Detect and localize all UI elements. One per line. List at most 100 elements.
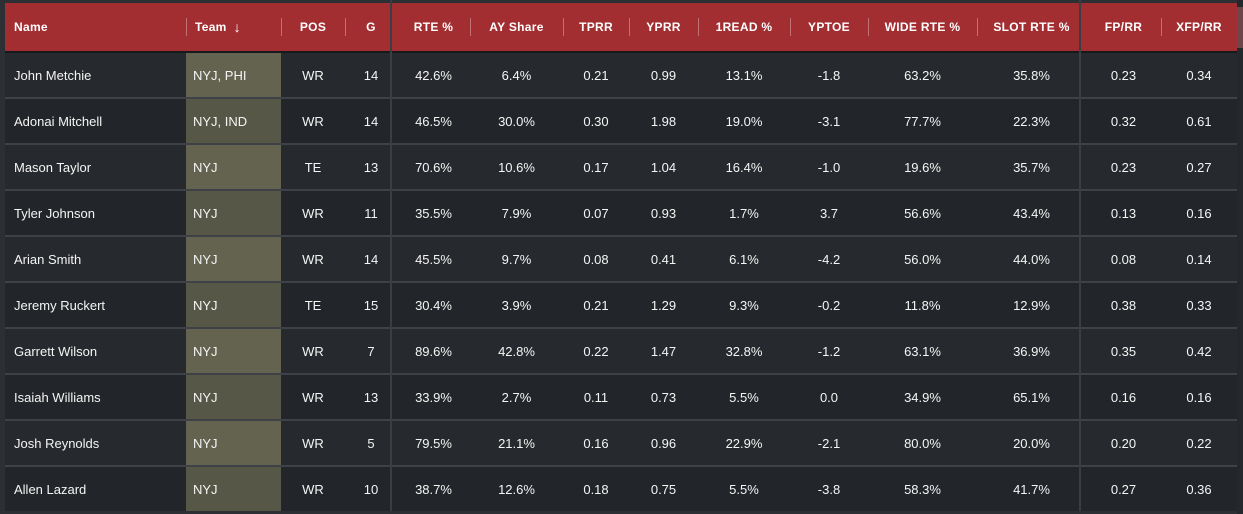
column-header-yprr[interactable]: YPRR (629, 3, 698, 51)
stat-cell-yprr: 0.41 (650, 251, 677, 267)
vertical-scrollbar-track[interactable] (1237, 0, 1243, 514)
player-name-cell: Allen Lazard (14, 481, 87, 497)
table-row[interactable]: Garrett Wilson NYJ WR 7 89.6% 42.8% 0.22 1.47 32… (5, 327, 1237, 373)
vertical-scrollbar-thumb[interactable] (1237, 7, 1243, 48)
stat-cell-slot_rte: 41.7% (1013, 481, 1050, 497)
sort-descending-icon: ↓ (233, 19, 241, 35)
stat-cell-slot_rte: 44.0% (1013, 251, 1050, 267)
stat-cell-rte_pct: 35.5% (415, 205, 452, 221)
table-row[interactable]: Mason Taylor NYJ TE 13 70.6% 10.6% 0.17 1.04 16.… (5, 143, 1237, 189)
stat-cell-read1_pct: 9.3% (729, 297, 759, 313)
stat-cell-team: NYJ (186, 283, 281, 327)
stat-cell-rte_pct: 30.4% (415, 297, 452, 313)
stat-cell-slot_rte: 65.1% (1013, 389, 1050, 405)
stat-cell-wide_rte: 56.0% (904, 251, 941, 267)
column-header-label: WIDE RTE % (884, 20, 961, 34)
player-name-cell: Garrett Wilson (14, 343, 98, 359)
stat-cell-g: 14 (363, 67, 379, 83)
column-header-slot_rte[interactable]: SLOT RTE % (977, 3, 1086, 51)
stat-cell-read1_pct: 6.1% (729, 251, 759, 267)
stat-cell-tprr: 0.16 (583, 435, 609, 451)
column-header-fp_rr[interactable]: FP/RR (1086, 3, 1161, 51)
stat-cell-xfp_rr: 0.22 (1186, 435, 1212, 451)
stat-cell-pos: WR (302, 67, 324, 83)
column-header-name[interactable]: Name (5, 3, 186, 51)
stat-cell-pos: WR (302, 481, 324, 497)
stat-cell-team: NYJ, PHI (186, 53, 281, 97)
column-header-xfp_rr[interactable]: XFP/RR (1161, 3, 1237, 51)
column-header-label: Name (14, 20, 48, 34)
table-row[interactable]: Jeremy Ruckert NYJ TE 15 30.4% 3.9% 0.21 1.29 9.… (5, 281, 1237, 327)
stat-cell-yprr: 1.47 (650, 343, 677, 359)
column-header-label: TPRR (579, 20, 613, 34)
stat-cell-team: NYJ (186, 375, 281, 419)
stat-cell-tprr: 0.11 (583, 389, 609, 405)
stat-cell-fp_rr: 0.20 (1110, 435, 1137, 451)
stat-cell-ay_share: 3.9% (501, 297, 532, 313)
column-header-label: YPTOE (808, 20, 850, 34)
stat-cell-yptoe: -1.2 (817, 343, 841, 359)
stat-cell-xfp_rr: 0.16 (1186, 389, 1212, 405)
table-row[interactable]: Josh Reynolds NYJ WR 5 79.5% 21.1% 0.16 0.96 22.… (5, 419, 1237, 465)
stat-cell-pos: WR (302, 251, 324, 267)
stat-cell-rte_pct: 79.5% (415, 435, 452, 451)
stat-cell-wide_rte: 11.8% (904, 297, 941, 313)
stat-cell-yptoe: -3.1 (817, 113, 841, 129)
table-row[interactable]: Isaiah Williams NYJ WR 13 33.9% 2.7% 0.11 0.73 5… (5, 373, 1237, 419)
column-header-label: 1READ % (715, 20, 773, 34)
table-row[interactable]: Allen Lazard NYJ WR 10 38.7% 12.6% 0.18 0.75 5.5… (5, 465, 1237, 511)
column-header-rte_pct[interactable]: RTE % (397, 3, 470, 51)
column-header-label: SLOT RTE % (993, 20, 1070, 34)
column-header-g[interactable]: G (345, 3, 397, 51)
stat-cell-yptoe: -2.1 (817, 435, 841, 451)
column-header-ay_share[interactable]: AY Share (470, 3, 563, 51)
stat-cell-ay_share: 9.7% (501, 251, 532, 267)
stat-cell-g: 15 (363, 297, 379, 313)
stat-cell-fp_rr: 0.27 (1110, 481, 1137, 497)
table-row[interactable]: Tyler Johnson NYJ WR 11 35.5% 7.9% 0.07 0.93 1.7… (5, 189, 1237, 235)
stat-cell-yprr: 1.29 (650, 297, 677, 313)
column-header-team[interactable]: Team ↓ (186, 3, 281, 51)
stat-cell-pos: TE (304, 297, 322, 313)
stat-cell-ay_share: 6.4% (501, 67, 532, 83)
stat-cell-pos: WR (302, 435, 324, 451)
player-name-cell: Arian Smith (14, 251, 82, 267)
column-header-read1_pct[interactable]: 1READ % (698, 3, 790, 51)
stat-cell-slot_rte: 43.4% (1013, 205, 1050, 221)
column-header-pos[interactable]: POS (281, 3, 345, 51)
stat-cell-wide_rte: 80.0% (904, 435, 941, 451)
stat-cell-g: 10 (363, 481, 379, 497)
stat-cell-team: NYJ (186, 329, 281, 373)
table-row[interactable]: Adonai Mitchell NYJ, IND WR 14 46.5% 30.0% 0.3… (5, 97, 1237, 143)
stat-cell-ay_share: 12.6% (498, 481, 535, 497)
stat-cell-g: 13 (363, 389, 379, 405)
column-header-label: Team (195, 20, 227, 34)
stat-cell-tprr: 0.22 (583, 343, 609, 359)
stat-cell-yprr: 1.04 (650, 159, 677, 175)
stat-cell-fp_rr: 0.08 (1110, 251, 1137, 267)
stat-cell-rte_pct: 42.6% (415, 67, 452, 83)
stat-cell-ay_share: 21.1% (498, 435, 535, 451)
table-row[interactable]: John Metchie NYJ, PHI WR 14 42.6% 6.4% 0.21 0.9… (5, 51, 1237, 97)
stat-cell-rte_pct: 46.5% (415, 113, 452, 129)
column-header-tprr[interactable]: TPRR (563, 3, 629, 51)
stat-cell-yptoe: -1.0 (817, 159, 841, 175)
stat-cell-team: NYJ (186, 421, 281, 465)
table-row[interactable]: Arian Smith NYJ WR 14 45.5% 9.7% 0.08 0.41 6.1% -… (5, 235, 1237, 281)
stat-cell-yprr: 0.75 (650, 481, 677, 497)
stat-cell-read1_pct: 16.4% (725, 159, 763, 175)
stat-cell-g: 5 (367, 435, 375, 451)
table-header-row: Name Team ↓ POS G RTE % AY Share TPRR YPRR 1READ … (5, 3, 1237, 51)
stat-cell-yprr: 0.73 (650, 389, 677, 405)
stat-cell-tprr: 0.07 (583, 205, 609, 221)
stat-cell-slot_rte: 20.0% (1013, 435, 1050, 451)
stat-cell-slot_rte: 22.3% (1013, 113, 1050, 129)
stat-cell-g: 14 (363, 113, 379, 129)
stat-cell-yprr: 0.99 (650, 67, 677, 83)
stat-cell-fp_rr: 0.35 (1110, 343, 1137, 359)
column-header-label: FP/RR (1104, 20, 1143, 34)
stat-cell-read1_pct: 22.9% (725, 435, 763, 451)
column-header-label: G (366, 20, 376, 34)
column-header-wide_rte[interactable]: WIDE RTE % (868, 3, 977, 51)
column-header-yptoe[interactable]: YPTOE (790, 3, 868, 51)
